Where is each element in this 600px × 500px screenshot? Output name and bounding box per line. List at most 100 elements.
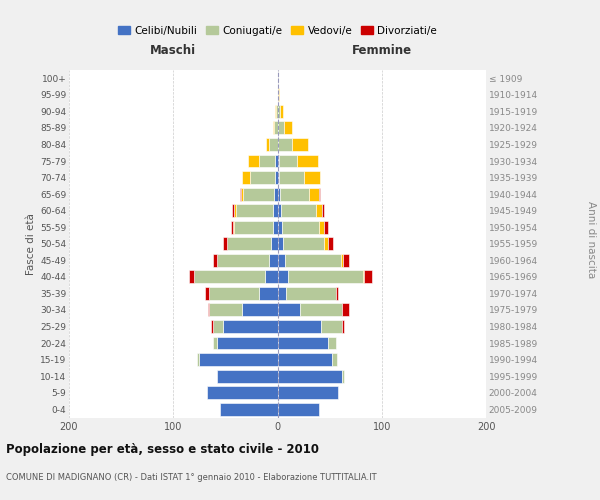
Bar (363, 270, 364, 283)
Legend: Celibi/Nubili, Coniugati/e, Vedovi/e, Divorziati/e: Celibi/Nubili, Coniugati/e, Vedovi/e, Di… (114, 22, 441, 40)
Bar (277, 353, 332, 366)
Bar (319, 188, 320, 200)
Bar (209, 304, 242, 316)
Bar (197, 353, 199, 366)
Bar (277, 171, 278, 184)
Bar (288, 270, 363, 283)
Bar (209, 287, 259, 300)
Bar (213, 254, 217, 267)
Bar (223, 320, 277, 333)
Bar (217, 370, 277, 382)
Bar (242, 304, 277, 316)
Bar (259, 154, 275, 168)
Bar (332, 353, 337, 366)
Bar (223, 238, 227, 250)
Bar (325, 238, 328, 250)
Bar (248, 154, 259, 168)
Bar (277, 287, 286, 300)
Bar (274, 122, 277, 134)
Bar (234, 220, 274, 234)
Bar (243, 188, 274, 200)
Bar (277, 138, 292, 151)
Bar (265, 270, 277, 283)
Bar (298, 154, 318, 168)
Bar (277, 88, 278, 102)
Bar (284, 122, 292, 134)
Bar (277, 105, 280, 118)
Bar (304, 171, 320, 184)
Bar (321, 320, 342, 333)
Bar (277, 154, 278, 168)
Bar (301, 304, 342, 316)
Bar (194, 270, 265, 283)
Bar (277, 386, 338, 399)
Bar (213, 320, 223, 333)
Bar (280, 188, 309, 200)
Bar (236, 204, 274, 217)
Bar (271, 238, 277, 250)
Bar (277, 220, 281, 234)
Bar (277, 304, 301, 316)
Bar (343, 254, 349, 267)
Bar (277, 403, 319, 415)
Bar (316, 204, 322, 217)
Bar (269, 254, 277, 267)
Bar (277, 238, 283, 250)
Bar (230, 220, 233, 234)
Bar (277, 370, 342, 382)
Bar (328, 238, 333, 250)
Bar (341, 254, 343, 267)
Bar (281, 220, 319, 234)
Bar (325, 220, 328, 234)
Text: Maschi: Maschi (150, 44, 196, 57)
Bar (233, 220, 234, 234)
Bar (241, 188, 243, 200)
Bar (277, 254, 285, 267)
Bar (217, 336, 277, 349)
Bar (220, 403, 277, 415)
Bar (364, 270, 373, 283)
Text: Popolazione per età, sesso e stato civile - 2010: Popolazione per età, sesso e stato civil… (6, 442, 319, 456)
Bar (199, 353, 277, 366)
Bar (234, 204, 236, 217)
Bar (242, 171, 250, 184)
Bar (277, 204, 281, 217)
Bar (277, 122, 284, 134)
Bar (283, 238, 325, 250)
Bar (322, 204, 325, 217)
Bar (342, 320, 344, 333)
Bar (269, 138, 277, 151)
Bar (232, 204, 234, 217)
Bar (278, 171, 304, 184)
Bar (277, 270, 288, 283)
Bar (280, 105, 283, 118)
Text: Anni di nascita: Anni di nascita (586, 202, 596, 278)
Bar (292, 138, 308, 151)
Bar (275, 105, 277, 118)
Bar (266, 138, 269, 151)
Text: COMUNE DI MADIGNANO (CR) - Dati ISTAT 1° gennaio 2010 - Elaborazione TUTTITALIA.: COMUNE DI MADIGNANO (CR) - Dati ISTAT 1°… (6, 472, 377, 482)
Bar (217, 254, 269, 267)
Bar (274, 220, 277, 234)
Bar (213, 336, 217, 349)
Bar (342, 370, 344, 382)
Bar (206, 386, 277, 399)
Bar (342, 304, 349, 316)
Bar (277, 336, 328, 349)
Bar (277, 320, 321, 333)
Y-axis label: Fasce di età: Fasce di età (26, 213, 36, 274)
Bar (277, 188, 280, 200)
Bar (275, 171, 277, 184)
Text: Femmine: Femmine (352, 44, 412, 57)
Bar (274, 188, 277, 200)
Bar (336, 287, 338, 300)
Bar (328, 336, 336, 349)
Bar (227, 238, 271, 250)
Bar (278, 154, 298, 168)
Bar (211, 320, 213, 333)
Bar (285, 254, 341, 267)
Bar (286, 287, 336, 300)
Bar (319, 220, 325, 234)
Bar (250, 171, 275, 184)
Bar (205, 287, 209, 300)
